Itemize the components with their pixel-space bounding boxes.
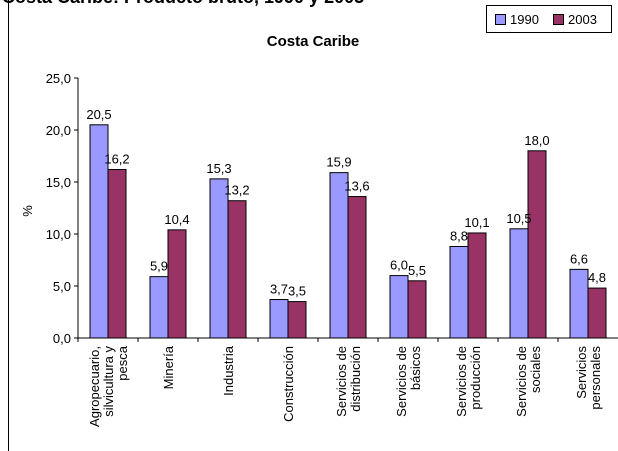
data-label-2003: 16,2	[104, 152, 129, 167]
bar-1990	[149, 276, 169, 339]
x-tick-label: Servicios de	[514, 346, 529, 417]
bar-1990	[389, 275, 409, 339]
bar-2003	[287, 301, 307, 339]
data-label-1990: 15,9	[326, 155, 351, 170]
data-label-2003: 13,6	[344, 179, 369, 194]
bar-2003	[407, 280, 427, 339]
x-tick-label: personales	[588, 346, 603, 410]
x-tick-label: Industria	[221, 345, 236, 396]
bar-2003	[107, 169, 127, 339]
data-label-1990: 6,6	[570, 251, 588, 266]
data-label-2003: 13,2	[224, 183, 249, 198]
data-label-2003: 10,1	[464, 215, 489, 230]
x-tick-label: distribución	[348, 346, 363, 412]
x-tick-label: Minería	[161, 345, 176, 389]
data-label-2003: 5,5	[408, 263, 426, 278]
x-tick-label: silvicultura y	[101, 346, 116, 417]
bar-1990	[509, 228, 529, 339]
bar-2003	[467, 232, 487, 339]
legend-item-2003: 2003	[553, 12, 597, 27]
bar-1990	[209, 178, 229, 339]
cut-off-page-heading: Costa Caribe: Producto bruto, 1990 y 200…	[2, 0, 364, 8]
data-label-1990: 5,9	[150, 259, 168, 274]
bar-1990	[269, 299, 289, 339]
chart-legend: 1990 2003	[486, 5, 612, 33]
data-label-1990: 10,5	[506, 211, 531, 226]
legend-item-1990: 1990	[495, 12, 539, 27]
bar-2003	[527, 150, 547, 339]
x-tick-label: Agropecuario,	[87, 346, 102, 427]
data-label-1990: 6,0	[390, 258, 408, 273]
bar-2003	[227, 200, 247, 339]
x-tick-label: Servicios de	[394, 346, 409, 417]
y-tick-label: 0,0	[53, 331, 71, 346]
y-tick-label: 20,0	[46, 123, 71, 138]
data-label-2003: 10,4	[164, 212, 189, 227]
x-tick-label: Servicios	[574, 346, 589, 399]
y-axis-label: %	[20, 205, 35, 217]
y-tick-label: 10,0	[46, 227, 71, 242]
bar-2003	[167, 229, 187, 339]
y-tick-label: 25,0	[46, 71, 71, 86]
x-tick-label: Servicios de	[334, 346, 349, 417]
bar-1990	[329, 172, 349, 339]
legend-label-2003: 2003	[568, 12, 597, 27]
legend-swatch-1990	[495, 14, 506, 25]
x-tick-label: básicos	[408, 346, 423, 391]
chart-title: Costa Caribe	[267, 33, 360, 50]
x-tick-label: producción	[468, 346, 483, 410]
bar-1990	[569, 268, 589, 339]
data-label-1990: 20,5	[86, 107, 111, 122]
plot-area: 0,0 5,0 10,0 15,0 20,0 25,0 20,5 16,2 Agropecuar…	[46, 71, 618, 427]
data-label-1990: 3,7	[270, 282, 288, 297]
x-tick-label: Construcción	[281, 346, 296, 422]
y-tick-label: 5,0	[53, 279, 71, 294]
data-label-2003: 4,8	[588, 270, 606, 285]
legend-label-1990: 1990	[510, 12, 539, 27]
data-label-1990: 8,8	[450, 228, 468, 243]
legend-swatch-2003	[553, 14, 564, 25]
y-tick-label: 15,0	[46, 175, 71, 190]
bar-2003	[587, 287, 607, 339]
x-tick-label: sociales	[528, 346, 543, 393]
x-tick-label: Servicios de	[454, 346, 469, 417]
x-tick-label: pesca	[115, 345, 130, 380]
data-label-2003: 18,0	[524, 133, 549, 148]
bar-1990	[449, 245, 469, 339]
data-label-2003: 3,5	[288, 284, 306, 299]
data-label-1990: 15,3	[206, 161, 231, 176]
bar-2003	[347, 196, 367, 339]
